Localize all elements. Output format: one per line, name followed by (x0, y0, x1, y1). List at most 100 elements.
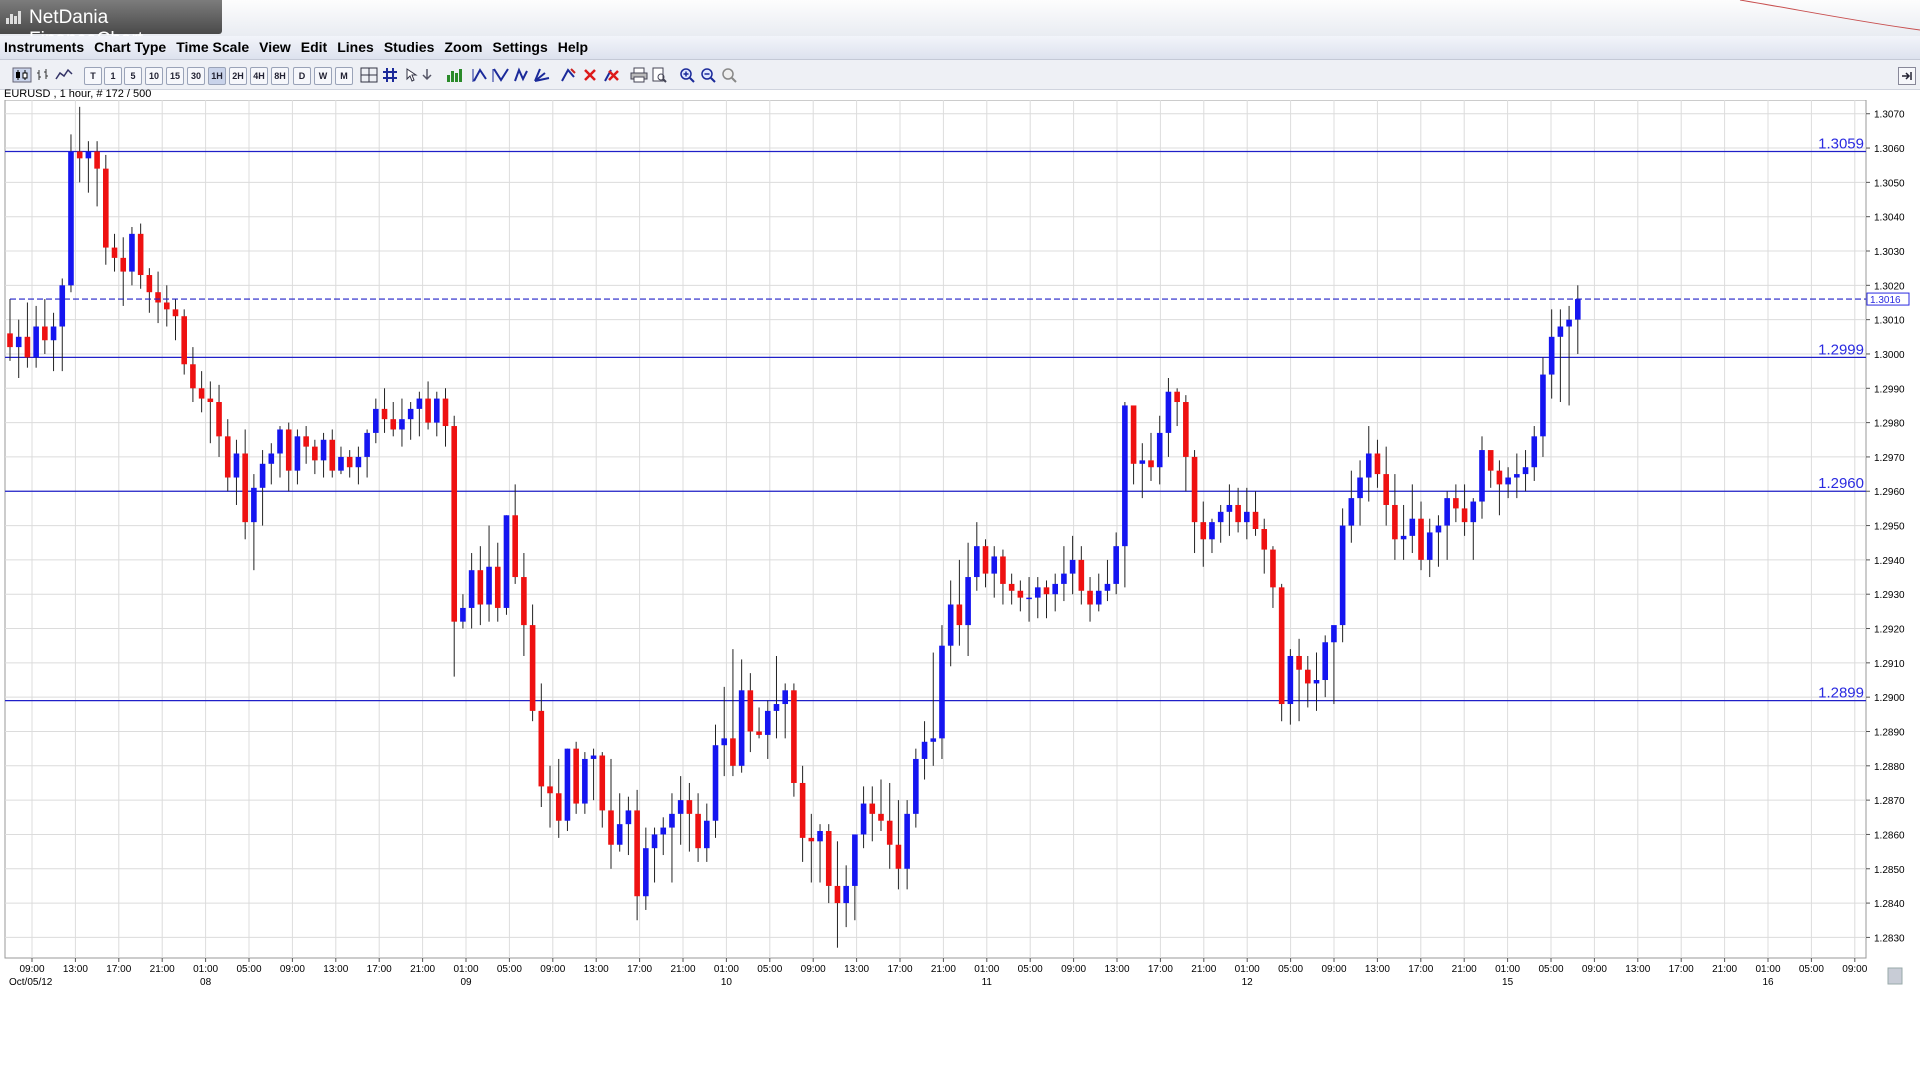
candle[interactable] (756, 731, 762, 735)
candle[interactable] (494, 566, 501, 608)
candle[interactable] (564, 748, 571, 821)
candle[interactable] (965, 577, 971, 626)
candle[interactable] (852, 834, 858, 886)
candle[interactable] (608, 810, 614, 845)
candle[interactable] (738, 690, 745, 766)
candle[interactable] (834, 885, 841, 904)
candle[interactable] (529, 625, 536, 711)
timeframe-w-button[interactable]: W (314, 67, 332, 85)
timeframe-t-button[interactable]: T (84, 67, 102, 85)
candle[interactable] (599, 755, 606, 811)
zoom-in-icon[interactable] (679, 67, 695, 83)
candle[interactable] (782, 690, 788, 705)
menu-chart-type[interactable]: Chart Type (94, 39, 167, 55)
candle[interactable] (1069, 559, 1076, 574)
candle[interactable] (85, 151, 92, 159)
candle[interactable] (251, 487, 257, 523)
zoom-out-icon[interactable] (700, 67, 716, 83)
candle[interactable] (1052, 583, 1058, 595)
candle[interactable] (1104, 583, 1111, 591)
candle[interactable] (346, 456, 353, 468)
timeframe-5-button[interactable]: 5 (124, 67, 142, 85)
candle[interactable] (1017, 590, 1024, 598)
candle[interactable] (468, 570, 475, 608)
candle[interactable] (155, 292, 161, 303)
menu-zoom[interactable]: Zoom (444, 39, 483, 55)
candle[interactable] (704, 820, 710, 849)
candle[interactable] (1548, 336, 1555, 375)
candle[interactable] (660, 827, 667, 835)
volume-bars-icon[interactable] (446, 67, 464, 83)
candle[interactable] (120, 257, 127, 272)
candle[interactable] (7, 333, 13, 348)
candle[interactable] (433, 398, 440, 423)
menu-settings[interactable]: Settings (492, 39, 548, 55)
candle[interactable] (1244, 511, 1250, 523)
candle[interactable] (1479, 450, 1485, 502)
bar-chart-icon[interactable] (34, 67, 52, 83)
candle[interactable] (1252, 511, 1259, 529)
candle[interactable] (1487, 450, 1494, 471)
candle[interactable] (486, 566, 492, 605)
candle[interactable] (407, 408, 414, 420)
candle[interactable] (390, 419, 397, 430)
timeframe-8h-button[interactable]: 8H (271, 67, 289, 85)
candle[interactable] (991, 556, 998, 574)
candle[interactable] (869, 803, 876, 814)
arrow-down-icon[interactable] (420, 67, 434, 83)
candle[interactable] (1435, 525, 1442, 533)
candle[interactable] (460, 607, 466, 622)
chart-area[interactable]: 1.3070 1.3060 1.3050 1.3040 1.3030 1.3020 1.30… (0, 99, 1920, 1002)
candle[interactable] (773, 704, 780, 711)
candle[interactable] (242, 453, 248, 523)
candle[interactable] (1026, 597, 1032, 600)
candle[interactable] (59, 285, 66, 327)
candle[interactable] (24, 336, 31, 358)
candle[interactable] (695, 813, 701, 849)
candle[interactable] (216, 402, 222, 437)
timeframe-m-button[interactable]: M (335, 67, 353, 85)
candle[interactable] (791, 690, 797, 783)
candle[interactable] (1348, 498, 1355, 526)
candle[interactable] (712, 745, 719, 821)
candle[interactable] (747, 690, 754, 732)
candle[interactable] (1557, 326, 1564, 337)
candle[interactable] (686, 800, 693, 814)
candle[interactable] (320, 439, 327, 461)
candle[interactable] (312, 446, 318, 461)
candle[interactable] (1139, 460, 1146, 464)
scroll-handle[interactable] (1887, 967, 1903, 985)
menu-instruments[interactable]: Instruments (4, 39, 85, 55)
candle[interactable] (1505, 477, 1511, 485)
candle[interactable] (33, 326, 39, 358)
timeframe-1h-button[interactable]: 1H (208, 67, 226, 85)
trend-line-icon[interactable] (472, 67, 490, 83)
candle[interactable] (817, 831, 823, 842)
candle[interactable] (573, 748, 579, 804)
candle[interactable] (974, 546, 980, 578)
candle[interactable] (198, 388, 205, 399)
timeframe-30-button[interactable]: 30 (187, 67, 205, 85)
channel-line-icon[interactable] (492, 67, 510, 83)
candle[interactable] (921, 741, 928, 759)
candle[interactable] (416, 398, 423, 409)
candle[interactable] (1095, 590, 1102, 605)
candle[interactable] (547, 786, 553, 794)
candle[interactable] (1418, 518, 1424, 560)
candle[interactable] (1113, 546, 1119, 584)
candle[interactable] (1496, 470, 1503, 485)
candle[interactable] (721, 738, 728, 746)
candlestick-chart[interactable]: 1.3070 1.3060 1.3050 1.3040 1.3030 1.3020 1.30… (0, 99, 1920, 1002)
candle[interactable] (878, 813, 884, 821)
candle[interactable] (1540, 374, 1546, 437)
candle[interactable] (825, 831, 832, 886)
candle[interactable] (1261, 529, 1268, 550)
menu-lines[interactable]: Lines (337, 39, 374, 55)
candle[interactable] (163, 302, 170, 310)
candle[interactable] (1304, 669, 1311, 684)
candle[interactable] (1400, 535, 1407, 540)
edit-line-icon[interactable] (560, 67, 578, 83)
candle[interactable] (1278, 587, 1285, 705)
candle[interactable] (582, 758, 588, 804)
candle[interactable] (111, 247, 118, 258)
